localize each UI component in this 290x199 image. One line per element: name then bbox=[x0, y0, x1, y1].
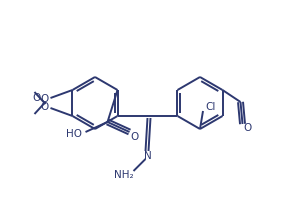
Text: HO: HO bbox=[66, 129, 81, 139]
Text: NH₂: NH₂ bbox=[114, 170, 133, 180]
Text: O: O bbox=[243, 123, 252, 133]
Text: O: O bbox=[32, 93, 41, 103]
Text: O: O bbox=[40, 102, 49, 112]
Text: O: O bbox=[40, 94, 49, 104]
Text: Cl: Cl bbox=[206, 102, 216, 112]
Text: O: O bbox=[130, 132, 139, 142]
Text: N: N bbox=[144, 151, 151, 161]
